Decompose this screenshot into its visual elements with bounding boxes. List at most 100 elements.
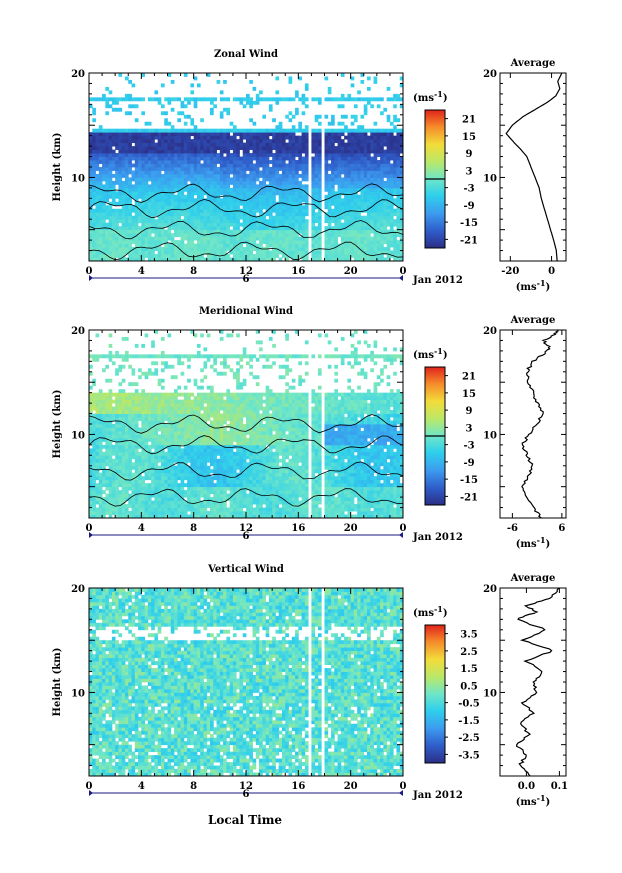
heatmap-cell [350, 233, 355, 238]
heatmap-cell [311, 212, 316, 217]
heatmap-cell [164, 514, 168, 519]
heatmap-cell [331, 156, 335, 161]
heatmap-cell [337, 205, 342, 210]
heatmap-cell [304, 257, 309, 262]
heatmap-cell [393, 142, 397, 147]
heatmap-cell [180, 222, 185, 227]
heatmap-cell [151, 392, 155, 397]
heatmap-cell [144, 187, 149, 192]
heatmap-cell [252, 149, 257, 154]
heatmap-cell [380, 191, 384, 196]
heatmap-cell [105, 139, 110, 144]
heatmap-cell [151, 479, 155, 484]
heatmap-cell [285, 254, 289, 258]
heatmap-cell [157, 504, 162, 508]
heatmap-cell [95, 500, 100, 505]
heatmap-cell [363, 149, 368, 154]
heatmap-cell [157, 469, 162, 474]
heatmap-cell [167, 434, 172, 439]
heatmap-cell [281, 240, 286, 244]
heatmap-cell [363, 254, 368, 258]
x-tick-label: 12 [239, 266, 253, 277]
heatmap-cell [89, 437, 93, 442]
heatmap-cell [331, 139, 335, 144]
heatmap-cell [252, 173, 257, 178]
heatmap-cell [203, 236, 208, 241]
heatmap-cell [340, 236, 345, 241]
heatmap-cell [357, 177, 361, 182]
heatmap-cell [353, 250, 358, 255]
heatmap-cell [275, 125, 280, 130]
heatmap-cell [265, 233, 270, 238]
heatmap-cell [98, 410, 103, 414]
heatmap-cell [353, 240, 358, 244]
heatmap-cell [108, 128, 113, 133]
heatmap-cell [350, 177, 355, 182]
heatmap-cell [200, 132, 204, 137]
heatmap-cell [363, 97, 368, 102]
heatmap-cell [102, 163, 106, 168]
heatmap-cell [380, 257, 384, 262]
heatmap-cell [262, 226, 267, 231]
heatmap-cell [216, 233, 221, 238]
heatmap-cell [353, 163, 358, 168]
heatmap-cell [246, 184, 250, 189]
heatmap-cell [226, 146, 231, 150]
heatmap-cell [301, 212, 306, 217]
heatmap-cell [236, 187, 240, 192]
heatmap-cell [105, 132, 110, 137]
heatmap-cell [295, 201, 299, 206]
heatmap-cell [252, 142, 257, 147]
heatmap-cell [183, 132, 188, 137]
heatmap-cell [324, 254, 329, 258]
heatmap-cell [288, 173, 293, 178]
heatmap-cell [291, 250, 296, 255]
heatmap-cell [213, 146, 217, 150]
heatmap-cell [196, 243, 201, 248]
heatmap-cell [108, 149, 113, 154]
heatmap-cell [167, 215, 172, 220]
heatmap-cell [301, 219, 306, 224]
heatmap-cell [170, 198, 175, 203]
heatmap-cell [121, 396, 126, 401]
heatmap-cell [259, 170, 263, 175]
heatmap-cell [115, 417, 119, 421]
heatmap-cell [350, 191, 355, 196]
heatmap-cell [383, 205, 388, 210]
heatmap-cell [317, 121, 322, 126]
heatmap-cell [285, 97, 289, 102]
heatmap-cell [288, 247, 293, 251]
heatmap-cell [298, 97, 302, 102]
heatmap-cell [262, 194, 267, 199]
heatmap-cell [242, 208, 247, 213]
heatmap-cell [252, 236, 257, 241]
heatmap-cell [288, 118, 293, 123]
heatmap-cell [147, 149, 152, 154]
heatmap-cell [219, 153, 224, 157]
heatmap-cell [180, 424, 185, 428]
heatmap-cell [151, 424, 155, 428]
heatmap-cell [141, 486, 145, 491]
heatmap-cell [167, 493, 172, 498]
heatmap-cell [121, 243, 126, 248]
heatmap-cell [196, 177, 201, 182]
heatmap-cell [357, 187, 361, 192]
heatmap-cell [164, 215, 168, 220]
heatmap-cell [128, 198, 132, 203]
heatmap-cell [268, 250, 273, 255]
heatmap-cell [105, 236, 110, 241]
heatmap-cell [138, 212, 142, 217]
heatmap-cell [331, 97, 335, 102]
heatmap-cell [304, 170, 309, 175]
heatmap-cell [314, 226, 319, 231]
heatmap-cell [151, 361, 155, 366]
heatmap-cell [196, 149, 201, 154]
heatmap-cell [376, 201, 381, 206]
heatmap-cell [118, 160, 123, 164]
heatmap-cell [115, 497, 119, 501]
heatmap-cell [154, 90, 159, 95]
heatmap-cell [102, 392, 106, 397]
heatmap-cell [105, 406, 110, 411]
heatmap-cell [154, 410, 159, 414]
heatmap-cell [196, 132, 201, 137]
